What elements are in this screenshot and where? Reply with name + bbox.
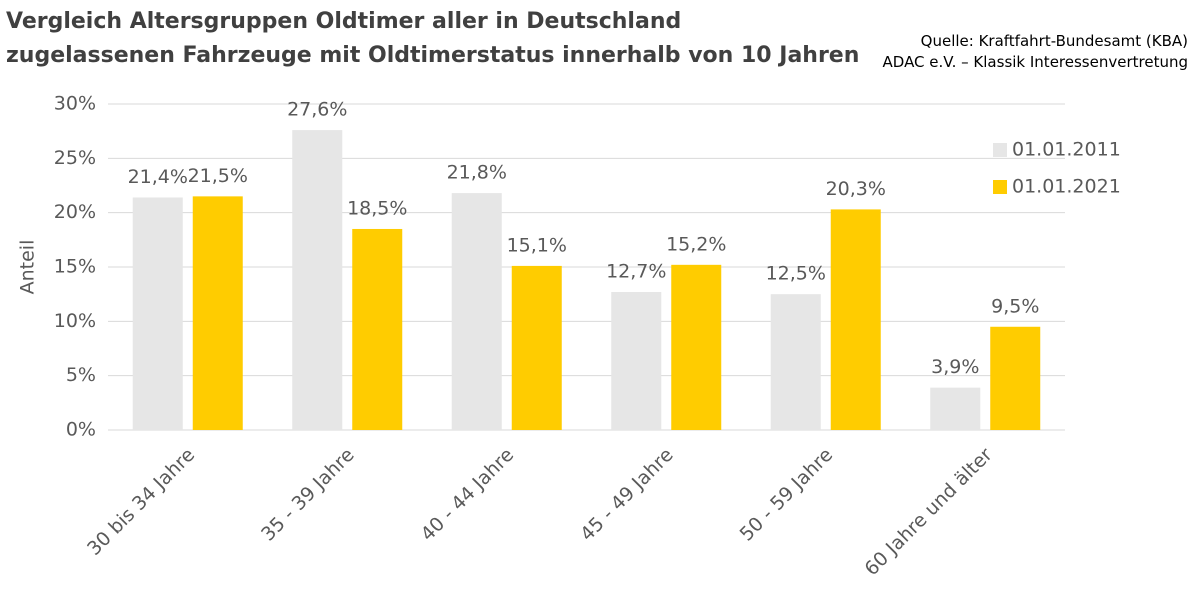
x-tick-label: 50 - 59 Jahre — [736, 444, 838, 546]
x-tick-label: 35 - 39 Jahre — [257, 444, 359, 546]
bar — [192, 196, 243, 430]
legend-swatch — [993, 180, 1007, 194]
bar — [830, 209, 881, 430]
y-tick-label: 10% — [54, 310, 96, 332]
bar — [990, 326, 1041, 430]
y-tick-label: 0% — [66, 419, 96, 441]
data-label: 15,2% — [666, 233, 726, 255]
chart-title: Vergleich Altersgruppen Oldtimer aller i… — [6, 9, 681, 34]
legend-label: 01.01.2021 — [1012, 176, 1121, 198]
y-tick-label: 25% — [54, 147, 96, 169]
data-label: 12,5% — [766, 263, 826, 285]
data-label: 27,6% — [287, 99, 347, 121]
data-label: 15,1% — [507, 234, 567, 256]
x-tick-label: 45 - 49 Jahre — [576, 444, 678, 546]
source: Quelle: Kraftfahrt-Bundesamt (KBA) — [921, 32, 1188, 50]
bar — [770, 294, 821, 430]
y-axis-label: Anteil — [17, 240, 39, 295]
source: ADAC e.V. – Klassik Interessenvertretung — [883, 53, 1188, 71]
data-label: 21,8% — [447, 162, 507, 184]
x-tick-label: 40 - 44 Jahre — [417, 444, 519, 546]
data-label: 3,9% — [931, 356, 979, 378]
y-tick-label: 15% — [54, 256, 96, 278]
legend-swatch — [993, 143, 1007, 157]
bar — [511, 265, 562, 430]
data-label: 18,5% — [347, 197, 407, 219]
x-tick-label: 60 Jahre und älter — [860, 444, 996, 580]
data-label: 21,5% — [188, 165, 248, 187]
data-label: 9,5% — [991, 295, 1039, 317]
bar — [292, 130, 343, 430]
bar — [671, 264, 722, 430]
x-tick-label: 30 bis 34 Jahre — [83, 444, 199, 560]
y-tick-label: 5% — [66, 364, 96, 386]
data-label: 20,3% — [826, 178, 886, 200]
bar — [352, 228, 403, 430]
bar — [930, 387, 981, 430]
bar — [611, 291, 662, 430]
bar — [451, 193, 502, 430]
y-tick-label: 20% — [54, 201, 96, 223]
bar — [132, 197, 183, 430]
y-tick-label: 30% — [54, 93, 96, 115]
chart-title: zugelassenen Fahrzeuge mit Oldtimerstatu… — [6, 43, 859, 68]
data-label: 12,7% — [606, 260, 666, 282]
data-label: 21,4% — [128, 166, 188, 188]
legend-label: 01.01.2011 — [1012, 139, 1121, 161]
